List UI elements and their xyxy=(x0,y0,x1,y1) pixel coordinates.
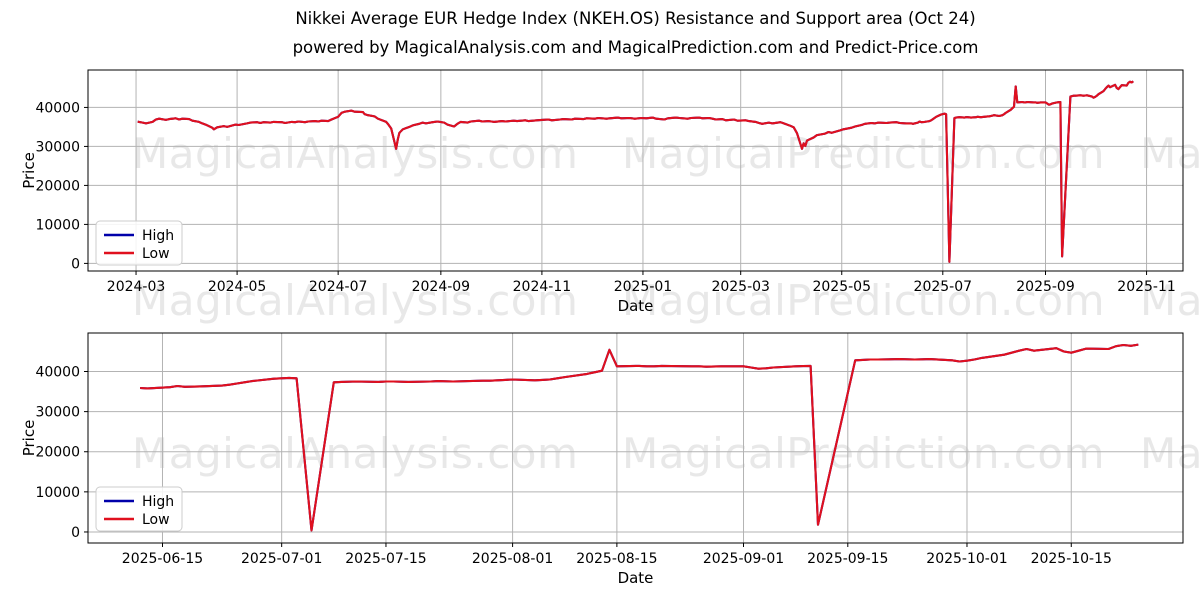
x-tick-label: 2025-06-15 xyxy=(122,551,203,567)
x-tick-label: 2025-09 xyxy=(1016,279,1075,295)
watermark-text: MagicalAnalysis.com xyxy=(1140,276,1200,325)
x-tick-label: 2025-08-01 xyxy=(472,551,553,567)
x-tick-label: 2025-10-15 xyxy=(1031,551,1112,567)
legend-label-low: Low xyxy=(142,246,170,262)
x-tick-label: 2025-03 xyxy=(711,279,770,295)
x-tick-label: 2025-08-15 xyxy=(576,551,657,567)
series-line-high xyxy=(137,80,1134,263)
x-tick-label: 2024-05 xyxy=(208,279,267,295)
legend-label-high: High xyxy=(142,494,174,510)
watermark-text: MagicalPrediction.com xyxy=(622,129,1105,178)
x-tick-label: 2025-05 xyxy=(812,279,871,295)
x-tick-label: 2024-09 xyxy=(412,279,471,295)
watermark-text: MagicalAnalysis.com xyxy=(1140,129,1200,178)
axes-frame xyxy=(87,69,1184,272)
watermark-text: MagicalPrediction.com xyxy=(622,429,1105,478)
x-tick-label: 2024-11 xyxy=(513,279,572,295)
axes-frame xyxy=(87,332,1184,544)
x-tick-label: 2025-01 xyxy=(614,279,673,295)
x-tick-label: 2025-11 xyxy=(1117,279,1176,295)
y-tick-label: 10000 xyxy=(35,485,80,501)
y-tick-label: 0 xyxy=(71,525,80,541)
watermark-text: MagicalAnalysis.com xyxy=(132,276,579,325)
x-tick-label: 2024-03 xyxy=(107,279,166,295)
watermark-text: MagicalAnalysis.com xyxy=(1140,429,1200,478)
legend-label-high: High xyxy=(142,228,174,244)
x-tick-label: 2025-07-15 xyxy=(345,551,426,567)
x-tick-label: 2025-07-01 xyxy=(241,551,322,567)
series-line-low xyxy=(140,343,1139,532)
y-tick-label: 10000 xyxy=(35,217,80,233)
x-tick-label: 2025-10-01 xyxy=(926,551,1007,567)
y-tick-label: 20000 xyxy=(35,445,80,461)
x-axis-label: Date xyxy=(618,297,654,315)
x-tick-label: 2024-07 xyxy=(309,279,368,295)
watermark-text: MagicalAnalysis.com xyxy=(132,129,579,178)
y-axis-label: Price xyxy=(20,420,38,457)
series-line-low xyxy=(137,80,1134,263)
y-tick-label: 30000 xyxy=(35,405,80,421)
y-tick-label: 40000 xyxy=(35,100,80,116)
y-tick-label: 40000 xyxy=(35,365,80,381)
series-line-high xyxy=(140,343,1139,532)
y-tick-label: 0 xyxy=(71,256,80,272)
x-axis-label: Date xyxy=(618,569,654,587)
figure-subtitle: powered by MagicalAnalysis.com and Magic… xyxy=(292,38,979,57)
x-tick-label: 2025-09-15 xyxy=(807,551,888,567)
x-tick-label: 2025-09-01 xyxy=(703,551,784,567)
legend-label-low: Low xyxy=(142,512,170,528)
y-tick-label: 20000 xyxy=(35,178,80,194)
y-axis-label: Price xyxy=(20,152,38,189)
x-tick-label: 2025-07 xyxy=(914,279,973,295)
watermark-text: MagicalAnalysis.com xyxy=(132,429,579,478)
y-tick-label: 30000 xyxy=(35,139,80,155)
watermark-text: MagicalPrediction.com xyxy=(622,276,1105,325)
figure-title: Nikkei Average EUR Hedge Index (NKEH.OS)… xyxy=(295,9,976,28)
